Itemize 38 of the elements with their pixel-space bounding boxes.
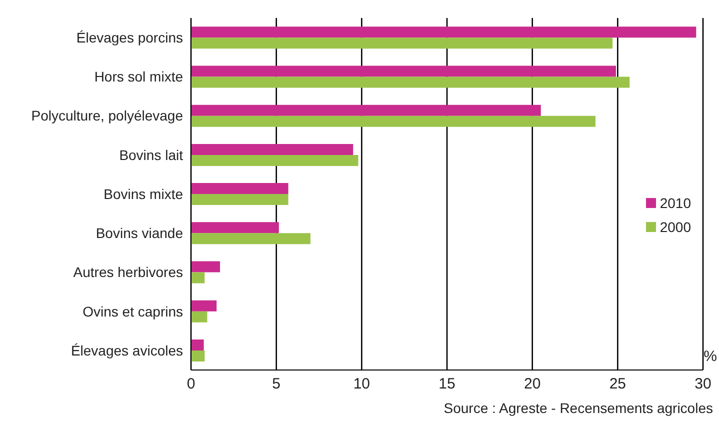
source-note: Source : Agreste - Recensements agricoles <box>444 400 713 416</box>
bar <box>191 154 358 166</box>
bar <box>191 183 288 194</box>
y-tick-label: Élevages avicoles <box>70 342 183 358</box>
bar <box>191 261 220 272</box>
bar <box>191 76 630 88</box>
x-axis-title: % <box>704 348 717 365</box>
y-tick-label: Ovins et caprins <box>82 303 183 320</box>
y-tick-label: Polyculture, polyélevage <box>31 108 184 124</box>
x-tick-label: 25 <box>609 376 626 393</box>
x-tick-label: 10 <box>353 376 370 393</box>
y-tick-label: Bovins lait <box>119 146 184 163</box>
bar <box>191 233 310 244</box>
y-tick-label: Autres herbivores <box>73 264 183 280</box>
bar <box>191 272 205 284</box>
x-tick-label: 30 <box>694 376 712 393</box>
bar <box>191 144 354 155</box>
y-tick-label: Hors sol mixte <box>94 68 184 85</box>
y-tick-label: Bovins viande <box>96 225 184 242</box>
bar <box>191 38 613 49</box>
bar <box>191 104 541 116</box>
bar <box>191 66 616 77</box>
bar <box>191 116 596 127</box>
legend-label: 2010 <box>660 195 691 211</box>
bar <box>191 222 279 234</box>
x-tick-label: 15 <box>438 376 456 393</box>
x-tick-label: 5 <box>272 376 281 393</box>
bar <box>191 350 205 362</box>
legend-label: 2000 <box>660 219 691 235</box>
y-tick-label: Élevages porcins <box>76 30 183 46</box>
x-tick-label: 0 <box>186 376 196 393</box>
x-tick-label: 20 <box>524 376 541 393</box>
bar <box>191 311 208 322</box>
bar <box>191 300 217 312</box>
bar <box>191 339 204 350</box>
bar <box>191 194 288 206</box>
bar <box>191 26 696 38</box>
y-tick-label: Bovins mixte <box>104 186 184 202</box>
